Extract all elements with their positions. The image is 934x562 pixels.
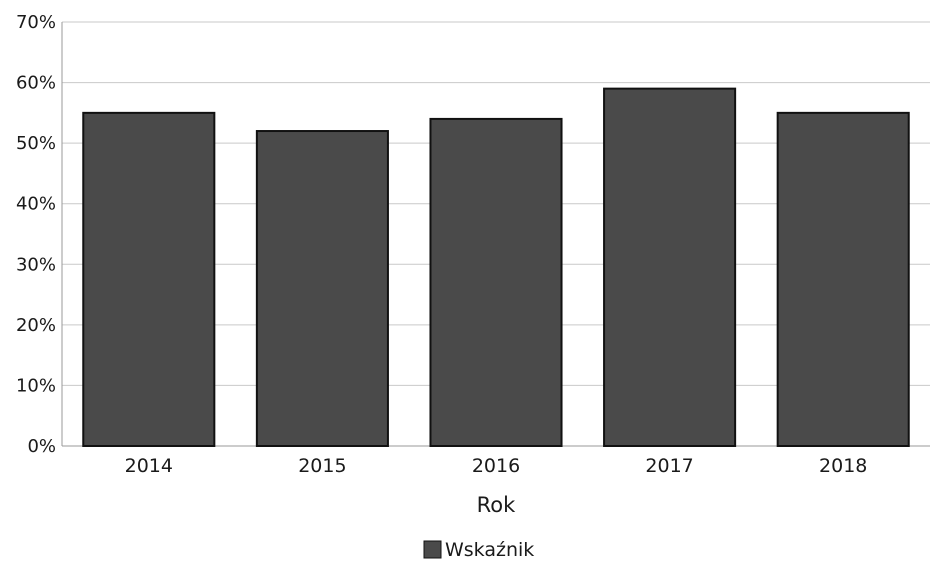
legend-swatch [423,540,442,559]
y-tick-label: 0% [27,436,56,457]
y-tick-label: 70% [16,12,56,33]
x-axis-title: Rok [477,493,516,517]
x-tick-label: 2014 [125,455,173,477]
bar-2014 [82,111,216,447]
bar-2017 [603,87,737,447]
x-axis-ticks: 2014 2015 2016 2017 2018 [125,455,868,477]
y-tick-label: 40% [16,194,56,215]
y-tick-label: 20% [16,315,56,336]
y-tick-label: 30% [16,254,56,275]
x-tick-label: 2016 [472,455,520,477]
y-axis-ticks: 0% 10% 20% 30% 40% 50% 60% 70% [16,12,56,457]
y-tick-label: 50% [16,133,56,154]
x-tick-label: 2017 [645,455,693,477]
bar-2018 [776,111,910,447]
bar-2015 [255,130,389,447]
legend: Wskaźnik [423,539,534,561]
y-tick-label: 10% [16,375,56,396]
x-tick-label: 2015 [298,455,346,477]
bar-series [82,87,910,448]
y-tick-label: 60% [16,73,56,94]
legend-label: Wskaźnik [445,539,534,561]
x-tick-label: 2018 [819,455,867,477]
bar-2016 [429,117,563,448]
